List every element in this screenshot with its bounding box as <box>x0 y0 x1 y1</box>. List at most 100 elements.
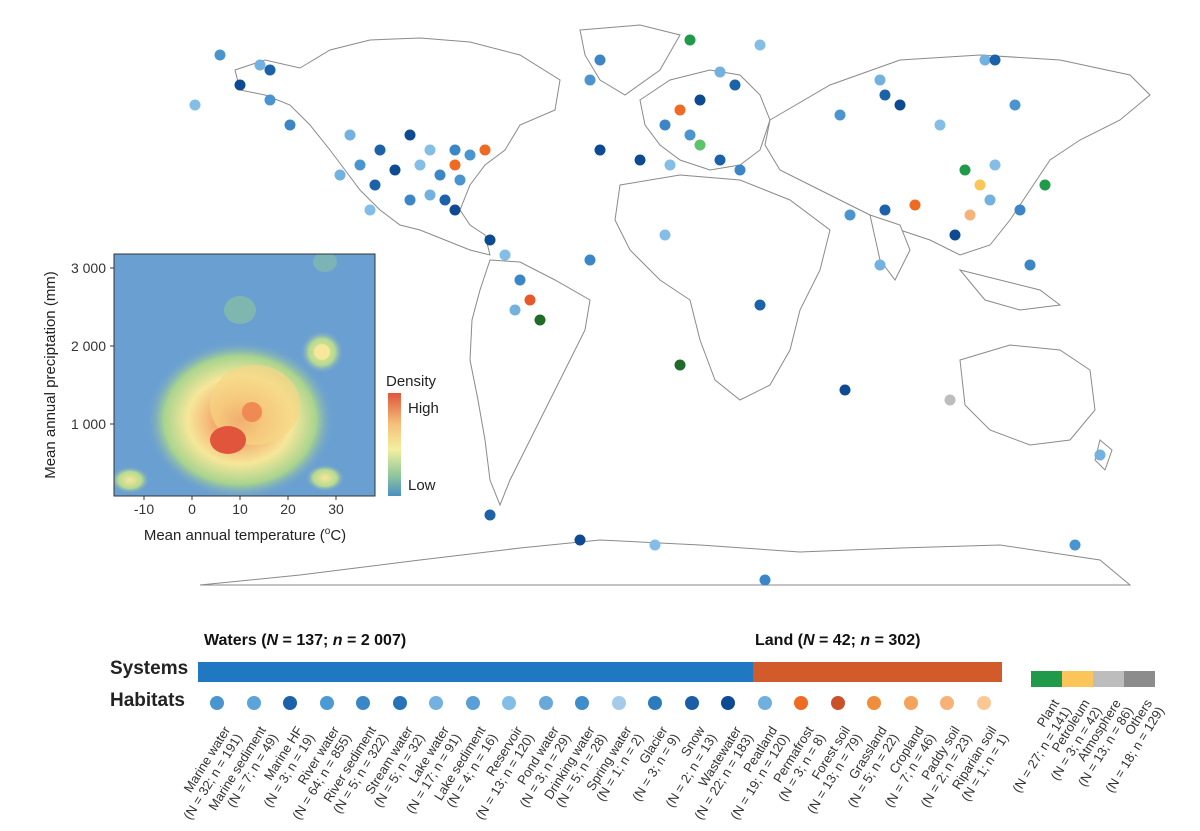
site-marker <box>484 234 496 246</box>
legend-low-label: Low <box>408 477 436 494</box>
site-marker <box>404 129 416 141</box>
site-marker <box>354 159 366 171</box>
site-marker <box>344 129 356 141</box>
site-marker <box>979 54 991 66</box>
site-marker <box>389 164 401 176</box>
systems-row-label: Systems <box>110 658 189 679</box>
others-color-swatch <box>1093 671 1124 687</box>
habitat-dot <box>246 696 261 710</box>
site-marker <box>434 169 446 181</box>
site-marker <box>659 119 671 131</box>
site-marker <box>659 229 671 241</box>
site-marker <box>714 66 726 78</box>
site-marker <box>734 164 746 176</box>
density-inset: 3 000 2 000 1 000 -10 0 10 20 30 Mean an… <box>42 253 439 544</box>
site-marker <box>264 94 276 106</box>
others-color-swatch <box>1124 671 1155 687</box>
site-marker <box>449 144 461 156</box>
site-marker <box>879 204 891 216</box>
x-tick-label: -10 <box>134 501 154 517</box>
site-marker <box>674 104 686 116</box>
site-marker <box>664 159 676 171</box>
x-tick-label: 0 <box>188 501 196 517</box>
site-marker <box>534 314 546 326</box>
land-system-bar <box>753 662 1002 682</box>
site-marker <box>694 139 706 151</box>
site-marker <box>934 119 946 131</box>
site-marker <box>874 259 886 271</box>
site-marker <box>714 154 726 166</box>
site-marker <box>844 209 856 221</box>
site-marker <box>959 164 971 176</box>
site-marker <box>944 394 956 406</box>
site-marker <box>984 194 996 206</box>
site-marker <box>449 159 461 171</box>
y-tick-label: 3 000 <box>71 260 106 276</box>
habitat-dot <box>757 696 772 710</box>
site-marker <box>514 274 526 286</box>
habitat-dot <box>611 696 626 710</box>
habitat-dot <box>648 696 662 710</box>
site-marker <box>254 59 266 71</box>
site-marker <box>634 154 646 166</box>
site-marker <box>974 179 986 191</box>
habitats-row-label: Habitats <box>110 690 185 711</box>
site-marker <box>424 189 436 201</box>
site-marker <box>839 384 851 396</box>
y-axis-label: Mean annual preciptation (mm) <box>42 271 59 479</box>
site-marker <box>684 34 696 46</box>
site-marker <box>284 119 296 131</box>
site-marker <box>369 179 381 191</box>
site-marker <box>754 39 766 51</box>
site-marker <box>594 144 606 156</box>
site-marker <box>754 299 766 311</box>
site-marker <box>1039 179 1051 191</box>
site-marker <box>524 294 536 306</box>
site-marker <box>989 159 1001 171</box>
y-tick-label: 1 000 <box>71 416 106 432</box>
site-marker <box>684 129 696 141</box>
site-marker <box>584 74 596 86</box>
site-marker <box>189 99 201 111</box>
site-marker <box>879 89 891 101</box>
habitat-dot <box>502 696 516 710</box>
site-marker <box>264 64 276 76</box>
habitat-dot <box>867 696 881 710</box>
habitat-dot <box>684 696 699 710</box>
habitat-dot <box>538 696 553 710</box>
habitat-dot <box>319 696 334 710</box>
site-marker <box>1069 539 1081 551</box>
site-marker <box>1024 259 1036 271</box>
site-marker <box>989 54 1001 66</box>
site-marker <box>424 144 436 156</box>
site-marker <box>1014 204 1026 216</box>
site-marker <box>404 194 416 206</box>
site-marker <box>964 209 976 221</box>
habitat-dot <box>392 696 407 710</box>
site-marker <box>834 109 846 121</box>
habitat-dot <box>940 696 954 710</box>
site-marker <box>894 99 906 111</box>
habitat-dot <box>283 696 297 710</box>
habitat-dot <box>976 696 991 710</box>
habitat-dot <box>210 696 224 710</box>
habitat-dot <box>429 696 443 710</box>
site-marker <box>454 174 466 186</box>
site-marker <box>574 534 586 546</box>
habitat-dot <box>575 696 589 710</box>
site-marker <box>509 304 521 316</box>
site-marker <box>334 169 346 181</box>
legend-title: Density <box>386 373 437 390</box>
site-marker <box>874 74 886 86</box>
x-tick-label: 30 <box>328 501 344 517</box>
site-marker <box>449 204 461 216</box>
site-marker <box>694 94 706 106</box>
site-marker <box>464 149 476 161</box>
y-tick-label: 2 000 <box>71 338 106 354</box>
site-marker <box>499 249 511 261</box>
habitat-dot <box>830 696 845 710</box>
habitat-dot <box>465 696 480 710</box>
site-marker <box>374 144 386 156</box>
site-marker <box>949 229 961 241</box>
